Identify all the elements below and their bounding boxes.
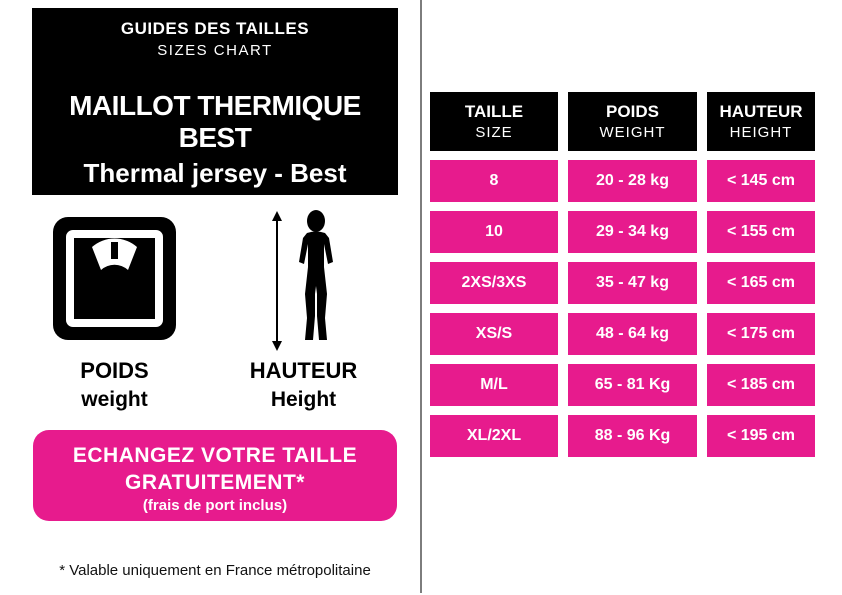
cell-weight: 20 - 28 kg xyxy=(568,160,697,202)
weight-legend: POIDS weight xyxy=(32,358,197,412)
column-header-size-fr: TAILLE xyxy=(464,102,524,121)
cell-size: XS/S xyxy=(430,313,558,355)
bathroom-scale-icon xyxy=(52,216,177,341)
footnote: * Valable uniquement en France métropoli… xyxy=(59,562,371,579)
column-header-height-fr: HAUTEUR xyxy=(719,102,803,121)
vertical-divider xyxy=(420,0,422,593)
exchange-banner-line3: (frais de port inclus) xyxy=(142,497,288,514)
size-table: TAILLE SIZE POIDS WEIGHT HAUTEUR HEIGHT … xyxy=(430,92,815,457)
guide-title-fr: GUIDES DES TAILLES xyxy=(120,19,310,38)
person-height-arrow-icon xyxy=(268,210,346,352)
exchange-banner-line1: ECHANGEZ VOTRE TAILLE xyxy=(72,444,358,467)
cell-height: < 165 cm xyxy=(707,262,815,304)
cell-size: 8 xyxy=(430,160,558,202)
column-header-weight: POIDS WEIGHT xyxy=(568,92,697,151)
guide-title-panel: GUIDES DES TAILLES SIZES CHART MAILLOT T… xyxy=(32,8,398,195)
guide-title-en: SIZES CHART xyxy=(157,42,273,59)
weight-legend-en: weight xyxy=(81,388,148,411)
column-header-size: TAILLE SIZE xyxy=(430,92,558,151)
column-header-weight-fr: POIDS xyxy=(606,102,659,121)
product-name-fr: MAILLOT THERMIQUE BEST xyxy=(69,90,361,153)
cell-height: < 155 cm xyxy=(707,211,815,253)
column-header-weight-en: WEIGHT xyxy=(599,124,666,141)
weight-legend-fr: POIDS xyxy=(80,358,149,383)
cell-weight: 29 - 34 kg xyxy=(568,211,697,253)
cell-size: 10 xyxy=(430,211,558,253)
height-legend: HAUTEUR Height xyxy=(221,358,386,412)
column-header-size-en: SIZE xyxy=(475,124,513,141)
exchange-banner-line2: GRATUITEMENT* xyxy=(125,471,305,494)
height-legend-en: Height xyxy=(270,388,337,411)
cell-weight: 48 - 64 kg xyxy=(568,313,697,355)
cell-size: M/L xyxy=(430,364,558,406)
cell-weight: 65 - 81 Kg xyxy=(568,364,697,406)
cell-size: XL/2XL xyxy=(430,415,558,457)
height-legend-fr: HAUTEUR xyxy=(249,358,358,383)
cell-weight: 35 - 47 kg xyxy=(568,262,697,304)
column-header-height-en: HEIGHT xyxy=(729,124,793,141)
cell-height: < 175 cm xyxy=(707,313,815,355)
cell-height: < 185 cm xyxy=(707,364,815,406)
cell-height: < 195 cm xyxy=(707,415,815,457)
cell-height: < 145 cm xyxy=(707,160,815,202)
product-name-en: Thermal jersey - Best xyxy=(83,158,347,188)
free-exchange-banner: ECHANGEZ VOTRE TAILLE GRATUITEMENT* (fra… xyxy=(33,430,397,521)
cell-weight: 88 - 96 Kg xyxy=(568,415,697,457)
cell-size: 2XS/3XS xyxy=(430,262,558,304)
column-header-height: HAUTEUR HEIGHT xyxy=(707,92,815,151)
